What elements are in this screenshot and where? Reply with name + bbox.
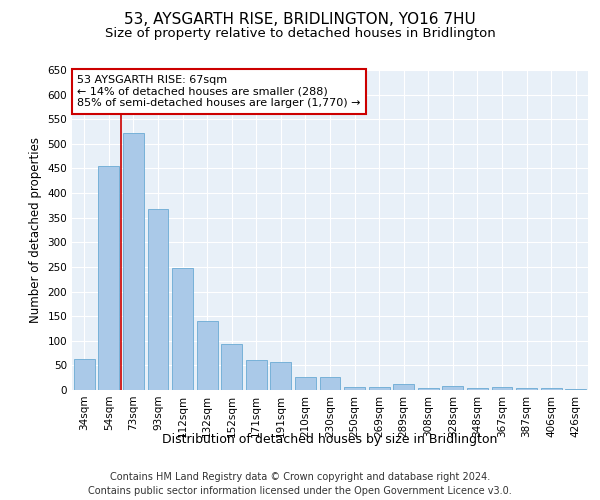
Text: 53, AYSGARTH RISE, BRIDLINGTON, YO16 7HU: 53, AYSGARTH RISE, BRIDLINGTON, YO16 7HU (124, 12, 476, 28)
Text: Distribution of detached houses by size in Bridlington: Distribution of detached houses by size … (163, 432, 497, 446)
Bar (344, 386, 365, 390)
Bar (98, 166, 119, 390)
Y-axis label: Number of detached properties: Number of detached properties (29, 137, 42, 323)
Bar (172, 268, 193, 390)
Bar (123, 133, 144, 390)
Bar (565, 388, 586, 390)
Bar (541, 388, 562, 390)
Text: Contains HM Land Registry data © Crown copyright and database right 2024.: Contains HM Land Registry data © Crown c… (110, 472, 490, 482)
Bar (197, 321, 218, 390)
Bar (467, 388, 488, 390)
Text: Contains public sector information licensed under the Open Government Licence v3: Contains public sector information licen… (88, 486, 512, 496)
Bar (442, 386, 463, 390)
Bar (368, 386, 389, 390)
Bar (148, 209, 169, 390)
Bar (516, 388, 537, 390)
Bar (246, 360, 267, 390)
Bar (221, 344, 242, 390)
Bar (491, 386, 512, 390)
Text: 53 AYSGARTH RISE: 67sqm
← 14% of detached houses are smaller (288)
85% of semi-d: 53 AYSGARTH RISE: 67sqm ← 14% of detache… (77, 75, 361, 108)
Bar (393, 384, 414, 390)
Bar (295, 377, 316, 390)
Bar (320, 377, 340, 390)
Bar (271, 362, 292, 390)
Text: Size of property relative to detached houses in Bridlington: Size of property relative to detached ho… (104, 28, 496, 40)
Bar (74, 360, 95, 390)
Bar (418, 388, 439, 390)
